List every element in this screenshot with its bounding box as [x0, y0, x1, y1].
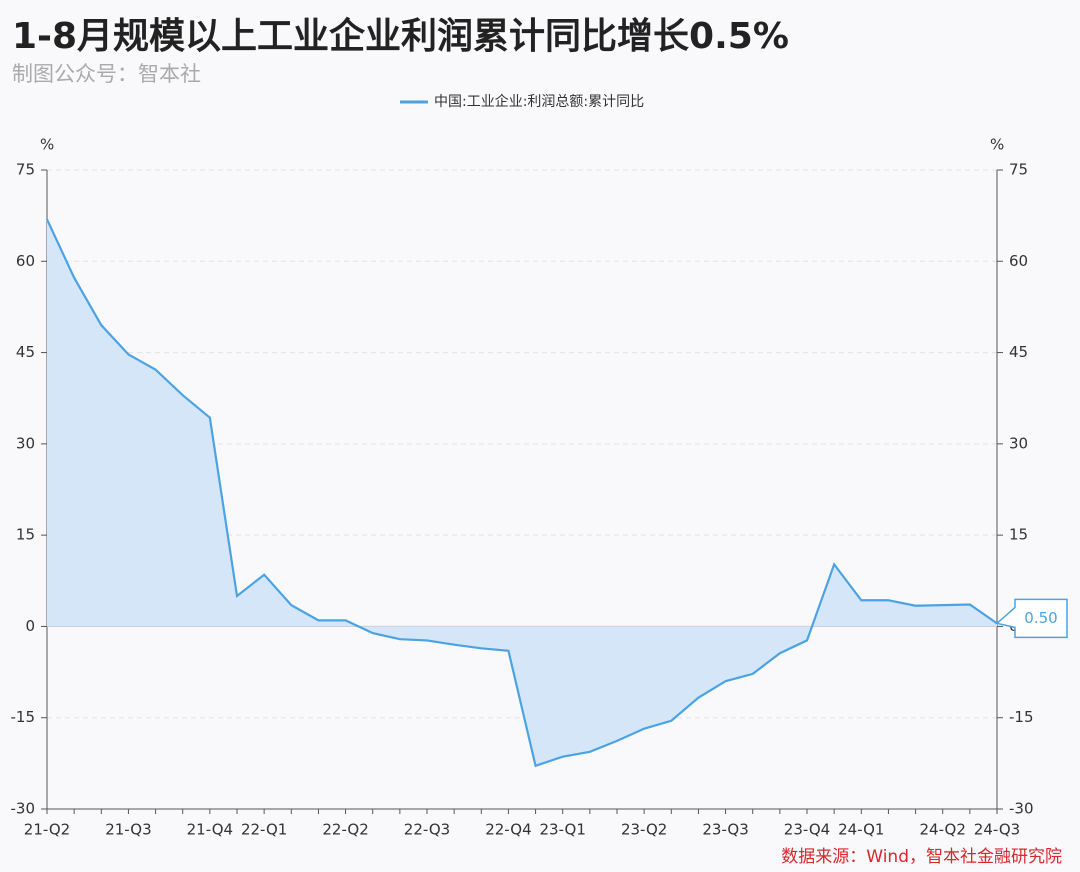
- y2-tick-label: 30: [1009, 434, 1028, 452]
- x-tick-label: 22-Q4: [485, 821, 531, 839]
- x-tick-label: 23-Q3: [702, 821, 748, 839]
- y-tick-label: 0: [25, 617, 35, 635]
- y2-tick-label: -15: [1009, 708, 1034, 726]
- y-tick-label: 75: [16, 161, 35, 179]
- y-tick-label: -30: [11, 800, 36, 818]
- y-tick-label: 45: [16, 343, 35, 361]
- y2-tick-label: 15: [1009, 526, 1028, 544]
- y2-tick-label: 75: [1009, 161, 1028, 179]
- line: [46, 218, 998, 768]
- x-tick-label: 22-Q3: [404, 821, 450, 839]
- legend-label: 中国:工业企业:利润总额:累计同比: [434, 93, 644, 110]
- y-tick-label: -15: [11, 708, 36, 726]
- x-tick-label: 24-Q2: [920, 821, 966, 839]
- y-tick-label: 60: [16, 252, 35, 270]
- x-tick-label: 23-Q2: [621, 821, 667, 839]
- chart-subtitle: 制图公众号：智本社: [12, 62, 201, 86]
- x-tick-label: 23-Q1: [540, 821, 586, 839]
- y-tick-label: 15: [16, 526, 35, 544]
- y-unit: %: [40, 136, 54, 154]
- x-tick-label: 21-Q3: [105, 821, 151, 839]
- y2-unit: %: [990, 136, 1004, 154]
- value-label: 0.50: [1024, 609, 1057, 627]
- x-tick-label: 22-Q1: [241, 821, 287, 839]
- y2-tick-label: 45: [1009, 343, 1028, 361]
- x-tick-label: 23-Q4: [784, 821, 830, 839]
- source-note: 数据来源：Wind，智本社金融研究院: [781, 847, 1062, 867]
- x-tick-label: 24-Q1: [838, 821, 884, 839]
- area: [47, 219, 997, 766]
- y2-tick-label: -30: [1009, 800, 1034, 818]
- y2-tick-label: 60: [1009, 252, 1028, 270]
- x-tick-label: 21-Q2: [24, 821, 70, 839]
- label-callout: [995, 598, 1068, 639]
- chart-title: 1-8月规模以上工业企业利润累计同比增长0.5%: [12, 15, 789, 57]
- x-tick-label: 21-Q4: [187, 821, 233, 839]
- y-tick-label: 30: [16, 434, 35, 452]
- x-tick-label: 22-Q2: [322, 821, 368, 839]
- x-tick-label: 24-Q3: [974, 821, 1020, 839]
